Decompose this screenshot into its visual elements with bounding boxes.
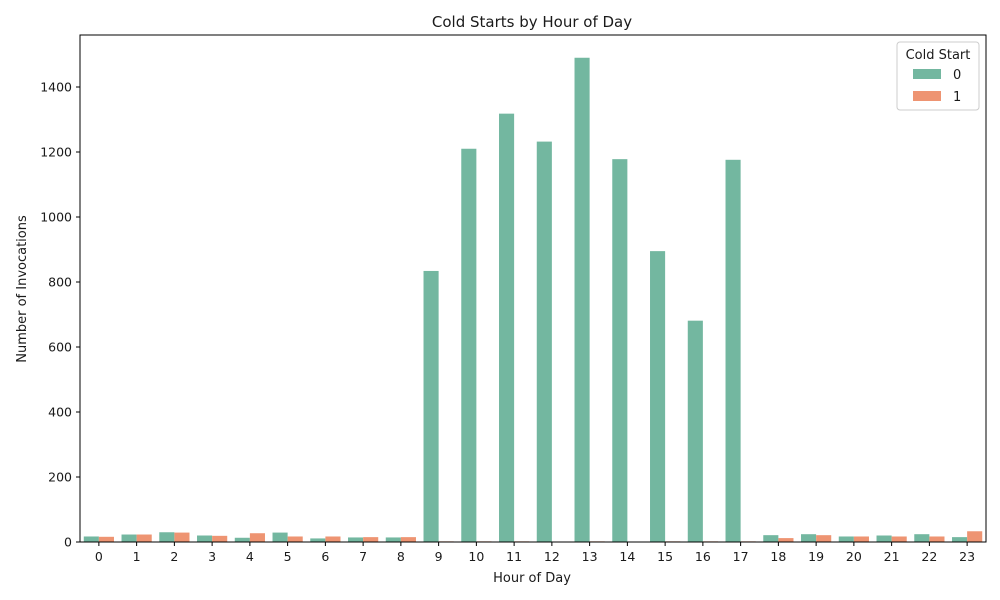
chart-title: Cold Starts by Hour of Day: [432, 13, 632, 31]
y-tick-label: 0: [64, 535, 72, 550]
bar-series-0-hour-23: [952, 537, 968, 543]
bar-series-0-hour-17: [725, 159, 741, 543]
y-tick-label: 600: [48, 340, 72, 355]
bar-series-1-hour-6: [325, 536, 341, 542]
x-tick-label: 3: [208, 549, 216, 564]
x-tick-label: 0: [95, 549, 103, 564]
x-tick-label: 1: [133, 549, 141, 564]
axes-frame: [79, 34, 987, 543]
bar-series-1-hour-0: [98, 536, 114, 542]
plot-area: 0 1 2 3 4 5 6 7 8 9 10 11 12 13 14 15 16 17 18 19 20 21 22 2302…: [40, 34, 987, 564]
bar-series-0-hour-13: [574, 57, 590, 542]
y-axis-label: Number of Invocations: [15, 215, 30, 363]
x-tick-label: 18: [770, 549, 786, 564]
bar-series-0-hour-6: [310, 538, 326, 542]
bar-series-0-hour-1: [121, 534, 137, 542]
bar-series-0-hour-7: [348, 537, 364, 542]
bar-series-0-hour-18: [763, 535, 779, 542]
legend-label-0: 0: [953, 68, 961, 83]
x-tick-label: 6: [321, 549, 329, 564]
x-tick-label: 11: [506, 549, 522, 564]
bar-series-0-hour-21: [876, 535, 892, 542]
x-tick-label: 21: [884, 549, 900, 564]
x-tick-label: 14: [619, 549, 635, 564]
legend: Cold Start 0 1: [896, 41, 980, 111]
bar-series-1-hour-22: [929, 536, 945, 542]
bar-series-1-hour-1: [136, 534, 152, 542]
y-tick-label: 1200: [40, 145, 72, 160]
bar-series-0-hour-9: [423, 270, 439, 542]
x-tick-label: 13: [582, 549, 598, 564]
bar-series-0-hour-12: [536, 141, 552, 542]
legend-title: Cold Start: [906, 48, 971, 63]
x-tick-label: 7: [359, 549, 367, 564]
bar-series-1-hour-7: [363, 537, 379, 543]
bar-series-0-hour-8: [385, 537, 401, 542]
bar-series-1-hour-2: [174, 532, 190, 542]
bar-series-0-hour-11: [499, 113, 515, 543]
y-tick-label: 200: [48, 470, 72, 485]
bar-series-1-hour-5: [287, 536, 303, 542]
y-tick-label: 1000: [40, 210, 72, 225]
bar-series-1-hour-20: [853, 536, 869, 542]
x-tick-label: 19: [808, 549, 824, 564]
x-tick-label: 16: [695, 549, 711, 564]
bar-series-1-hour-18: [778, 538, 794, 542]
x-tick-label: 22: [921, 549, 937, 564]
x-axis-label: Hour of Day: [493, 571, 571, 586]
y-tick-label: 800: [48, 275, 72, 290]
y-tick-label: 400: [48, 405, 72, 420]
x-tick-label: 9: [435, 549, 443, 564]
bar-series-1-hour-19: [816, 535, 832, 542]
legend-swatch-1: [913, 91, 941, 101]
bar-series-0-hour-2: [159, 532, 175, 542]
x-tick-label: 20: [846, 549, 862, 564]
bar-series-0-hour-22: [914, 534, 930, 542]
bar-series-0-hour-5: [272, 532, 288, 542]
legend-label-1: 1: [953, 90, 961, 105]
x-tick-label: 23: [959, 549, 975, 564]
x-tick-label: 2: [170, 549, 178, 564]
bar-series-0-hour-3: [197, 535, 213, 542]
x-tick-label: 12: [544, 549, 560, 564]
bar-series-0-hour-19: [801, 534, 817, 542]
y-tick-label: 1400: [40, 80, 72, 95]
x-tick-label: 10: [468, 549, 484, 564]
bar-series-0-hour-14: [612, 159, 628, 542]
bar-series-0-hour-0: [83, 536, 99, 542]
bar-series-1-hour-21: [891, 536, 907, 542]
bar-series-1-hour-3: [212, 535, 228, 542]
bar-series-0-hour-10: [461, 148, 477, 542]
bar-series-0-hour-20: [838, 536, 854, 542]
x-tick-label: 15: [657, 549, 673, 564]
bar-series-1-hour-8: [400, 537, 416, 543]
bar-series-1-hour-4: [249, 533, 265, 542]
bar-series-1-hour-23: [967, 531, 983, 542]
bar-series-0-hour-16: [687, 320, 703, 542]
x-tick-label: 17: [733, 549, 749, 564]
legend-swatch-0: [913, 69, 941, 79]
bar-series-0-hour-4: [234, 537, 250, 542]
x-tick-label: 4: [246, 549, 254, 564]
x-tick-label: 5: [284, 549, 292, 564]
x-tick-label: 8: [397, 549, 405, 564]
bar-series-0-hour-15: [650, 251, 666, 543]
